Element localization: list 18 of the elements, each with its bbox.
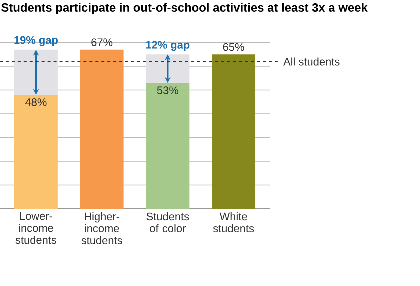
bar (14, 95, 58, 209)
x-tick-label: Higher-income students (82, 212, 122, 244)
data-label: 48% (26, 98, 47, 106)
x-tick-label: Students of color (146, 212, 190, 233)
ref-line-label: All students (284, 58, 340, 66)
x-tick-label: Lower-income students (16, 212, 57, 244)
chart-title: Students participate in out-of-school activities at least 3x a week (2, 3, 368, 14)
bar (14, 50, 58, 96)
bar (80, 50, 124, 209)
data-label: 53% (157, 86, 178, 94)
data-label: 19% gap (14, 36, 58, 46)
data-label: 67% (92, 38, 113, 46)
data-label: 12% gap (146, 41, 190, 52)
bar (212, 54, 256, 209)
x-tick-label: White students (213, 212, 254, 233)
bar (146, 54, 190, 84)
bar (146, 83, 190, 209)
data-label: 65% (223, 43, 244, 52)
